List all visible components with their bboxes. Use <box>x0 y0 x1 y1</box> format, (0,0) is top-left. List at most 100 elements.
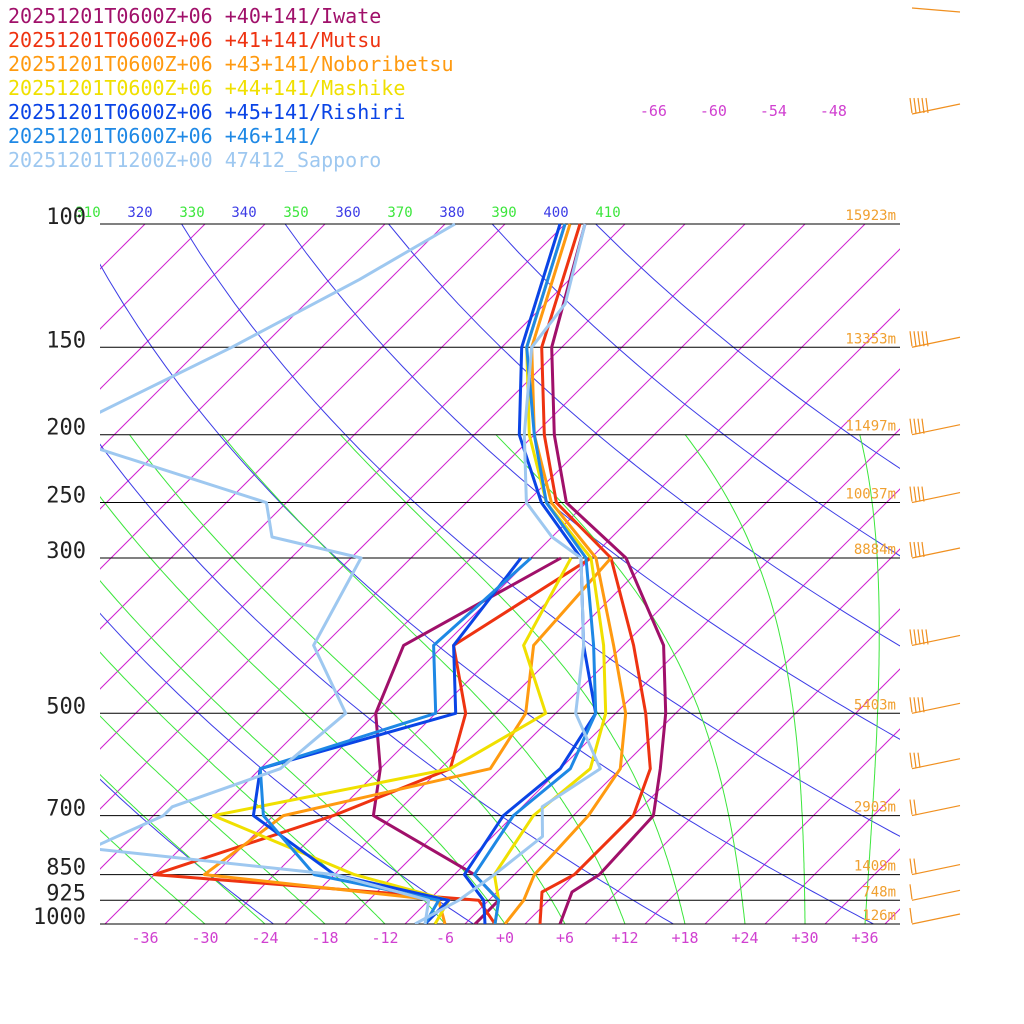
isotherm-line <box>100 224 446 570</box>
isotherm-line <box>104 224 806 924</box>
height-label: 10037m <box>845 487 896 503</box>
temperature-profile-line <box>462 223 598 924</box>
wind-barb-flag <box>917 97 921 114</box>
pressure-tick-label: 700 <box>46 797 86 822</box>
temperature-tick-label: +6 <box>556 929 574 947</box>
temperature-tick-label: -24 <box>251 929 278 947</box>
dry-adiabat-line <box>100 443 674 924</box>
height-label: 2903m <box>854 800 896 816</box>
isotherm-line <box>945 224 1024 924</box>
isotherm-line <box>100 224 626 750</box>
pressure-tick-label: 500 <box>46 694 86 719</box>
wind-barb-flag <box>917 752 921 768</box>
dry-adiabat-line <box>284 224 900 740</box>
wind-barb-flag <box>913 331 917 347</box>
temperature-tick-label: -36 <box>131 929 158 947</box>
wind-barb-flag <box>909 752 913 768</box>
theta-label: 320 <box>127 205 152 221</box>
theta-label: 400 <box>543 205 568 221</box>
moist-adiabat-line <box>340 434 686 924</box>
theta-label: 370 <box>387 205 412 221</box>
wind-barb-flag <box>909 331 913 347</box>
moist-adiabat-line <box>100 829 206 924</box>
wind-barb-flag <box>913 629 917 645</box>
pressure-tick-label: 1000 <box>33 905 86 930</box>
wind-barb-flag <box>913 697 917 713</box>
wind-barb-shaft <box>911 804 961 817</box>
isotherm-line <box>464 488 900 924</box>
wind-barb-flag <box>921 418 925 434</box>
legend-entry-sapporo: 20251201T1200Z+00 47412_Sapporo <box>8 148 382 172</box>
temperature-tick-label: -12 <box>371 929 398 947</box>
wind-barb-flag <box>909 97 913 114</box>
wind-barb-flag <box>909 541 913 558</box>
wind-barb-flag <box>917 697 921 713</box>
height-label: 126m <box>862 908 896 924</box>
upper-isotherm-label: -48 <box>820 102 847 120</box>
theta-label: 410 <box>595 205 620 221</box>
wind-barb-shaft <box>911 889 961 901</box>
temperature-tick-label: +0 <box>496 929 514 947</box>
legend-entry-mutsu: 20251201T0600Z+06 +41+141/Mutsu <box>8 28 382 52</box>
upper-isotherm-label: -54 <box>760 102 787 120</box>
profile-lines <box>100 222 668 924</box>
isotherm-line <box>0 224 25 924</box>
isotherm-line <box>584 608 900 924</box>
dewpoint-profile-line <box>202 557 613 924</box>
temperature-profile-line <box>472 223 598 924</box>
wind-barb-flag <box>921 331 925 347</box>
temperature-profile-line <box>414 223 602 924</box>
temperature-profile-line <box>550 223 668 924</box>
wind-barb-flag <box>913 752 917 768</box>
wind-barb-flag <box>909 697 913 713</box>
height-label: 11497m <box>845 419 896 435</box>
isotherm-line <box>100 224 386 510</box>
moist-adiabat-line <box>221 434 626 924</box>
dewpoint-profile-line <box>251 557 523 924</box>
legend-entry-rishiri: 20251201T0600Z+06 +45+141/Rishiri <box>8 100 406 124</box>
isotherm-line <box>100 224 686 810</box>
upper-isotherm-label: -60 <box>700 102 727 120</box>
dry-adiabat-line <box>181 224 900 837</box>
wind-barb-flag <box>917 418 921 434</box>
temperature-axis-labels: -36 -30 -24 -18 -12 -6 +0 +6 +12 +18 +24 +30 +36 <box>131 929 878 947</box>
theta-label: 310 <box>75 205 100 221</box>
temperature-tick-label: -30 <box>191 929 218 947</box>
dry-adiabat-line <box>491 224 900 557</box>
pressure-tick-label: 925 <box>46 881 86 906</box>
theta-label: 380 <box>439 205 464 221</box>
isotherm-line <box>704 728 900 924</box>
upper-isotherm-label: -66 <box>640 102 667 120</box>
legend-entry-46-141: 20251201T0600Z+06 +46+141/ <box>8 124 322 148</box>
wind-barb-flag <box>909 629 913 645</box>
wind-barb-flag <box>925 97 929 114</box>
isotherm-line <box>644 668 900 924</box>
temperature-tick-label: +24 <box>731 929 758 947</box>
moist-adiabat-lines <box>100 434 880 924</box>
wind-barb-flag <box>913 541 917 558</box>
pressure-tick-label: 150 <box>46 328 86 353</box>
temperature-tick-label: -6 <box>436 929 454 947</box>
moist-adiabat-line <box>100 495 506 924</box>
temperature-profile-line <box>492 223 608 924</box>
wind-barb-flag <box>917 541 921 558</box>
isotherm-line <box>100 224 206 330</box>
temperature-tick-label: +12 <box>611 929 638 947</box>
dewpoint-profile-line <box>258 556 533 924</box>
isotherm-line <box>284 308 900 924</box>
wind-barb-flag <box>925 629 929 645</box>
dewpoint-profile-line <box>100 222 456 924</box>
wind-barb-flag <box>925 331 929 347</box>
wind-barb-flag <box>913 486 917 502</box>
wind-barb-flag <box>913 418 917 434</box>
wind-barb-flag <box>909 907 913 924</box>
legend: 20251201T0600Z+06 +40+141/Iwate 20251201… <box>8 4 454 172</box>
legend-entry-noboribetsu: 20251201T0600Z+06 +43+141/Noboribetsu <box>8 52 454 76</box>
moist-adiabat-line <box>684 434 806 924</box>
temperature-tick-label: +30 <box>791 929 818 947</box>
isotherm-line <box>824 848 900 924</box>
isotherm-line <box>1005 224 1024 924</box>
moist-adiabat-line <box>129 434 566 924</box>
height-label: 1409m <box>854 859 896 875</box>
theta-label: 350 <box>283 205 308 221</box>
